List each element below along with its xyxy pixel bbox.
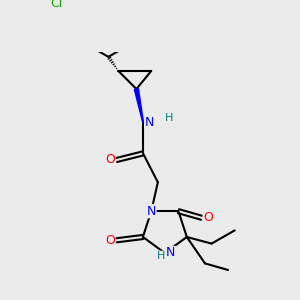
Text: O: O — [105, 154, 115, 166]
Text: Cl: Cl — [50, 0, 63, 10]
Polygon shape — [134, 88, 143, 122]
Text: N: N — [147, 205, 156, 218]
Text: O: O — [105, 234, 115, 247]
Text: N: N — [166, 247, 175, 260]
Text: N: N — [145, 116, 154, 128]
Text: O: O — [203, 211, 213, 224]
Text: H: H — [165, 113, 174, 123]
Text: H: H — [158, 251, 166, 261]
